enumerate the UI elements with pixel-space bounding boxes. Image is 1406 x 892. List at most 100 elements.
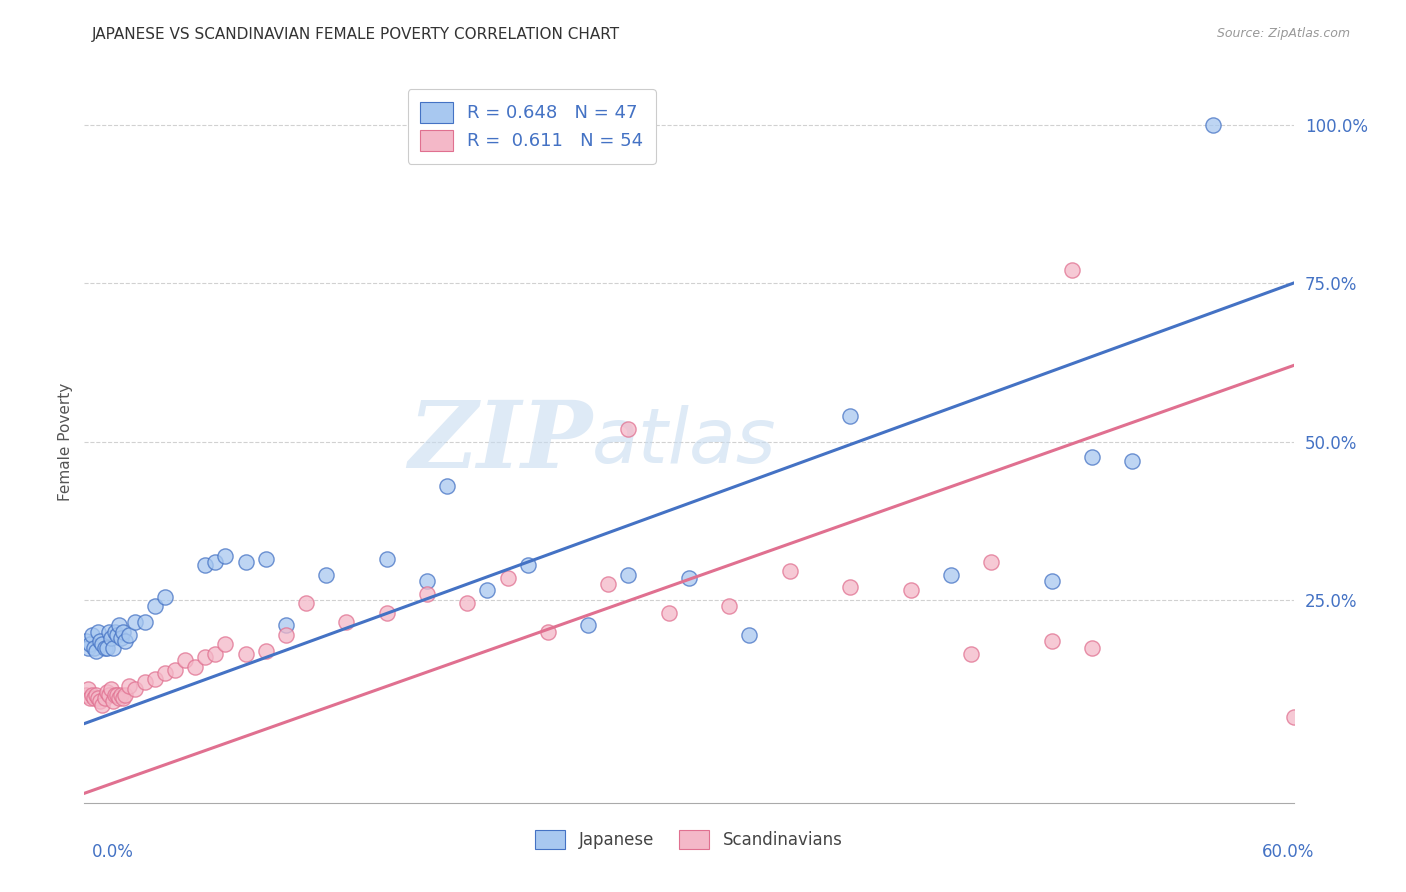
Point	[87, 624, 110, 639]
Point	[204, 647, 226, 661]
Point	[537, 624, 560, 639]
Point	[93, 640, 115, 655]
Point	[107, 618, 129, 632]
Point	[335, 615, 357, 630]
Point	[900, 583, 922, 598]
Point	[105, 688, 128, 702]
Point	[214, 637, 236, 651]
Point	[91, 698, 114, 712]
Point	[839, 409, 862, 424]
Point	[1040, 574, 1063, 588]
Point	[124, 681, 146, 696]
Point	[153, 665, 176, 680]
Point	[97, 624, 120, 639]
Point	[477, 583, 499, 598]
Point	[165, 663, 187, 677]
Text: 0.0%: 0.0%	[91, 843, 134, 861]
Point	[124, 615, 146, 630]
Point	[82, 688, 104, 702]
Point	[204, 555, 226, 569]
Point	[86, 688, 108, 702]
Point	[100, 631, 122, 645]
Point	[1202, 118, 1225, 132]
Point	[93, 691, 115, 706]
Point	[598, 577, 620, 591]
Point	[496, 571, 519, 585]
Point	[416, 587, 439, 601]
Point	[97, 688, 120, 702]
Text: 60.0%: 60.0%	[1263, 843, 1315, 861]
Point	[678, 571, 700, 585]
Point	[214, 549, 236, 563]
Point	[617, 422, 640, 436]
Point	[184, 659, 207, 673]
Point	[111, 691, 134, 706]
Point	[738, 628, 761, 642]
Point	[779, 565, 801, 579]
Point	[101, 640, 124, 655]
Point	[436, 479, 458, 493]
Point	[235, 555, 257, 569]
Point	[1081, 450, 1104, 465]
Point	[1060, 263, 1083, 277]
Text: ZIP: ZIP	[408, 397, 592, 486]
Point	[416, 574, 439, 588]
Point	[1040, 634, 1063, 648]
Point	[576, 618, 599, 632]
Text: atlas: atlas	[592, 405, 776, 478]
Point	[254, 551, 277, 566]
Point	[456, 596, 478, 610]
Point	[101, 694, 124, 708]
Point	[1081, 640, 1104, 655]
Point	[114, 634, 136, 648]
Point	[96, 685, 118, 699]
Point	[79, 691, 101, 706]
Point	[77, 640, 100, 655]
Point	[194, 558, 217, 573]
Point	[194, 650, 217, 665]
Point	[77, 681, 100, 696]
Point	[100, 681, 122, 696]
Point	[274, 618, 297, 632]
Text: Source: ZipAtlas.com: Source: ZipAtlas.com	[1216, 27, 1350, 40]
Legend: Japanese, Scandinavians: Japanese, Scandinavians	[529, 823, 849, 856]
Point	[143, 672, 166, 686]
Point	[174, 653, 197, 667]
Point	[658, 606, 681, 620]
Y-axis label: Female Poverty: Female Poverty	[58, 383, 73, 500]
Point	[274, 628, 297, 642]
Point	[375, 606, 398, 620]
Point	[83, 640, 105, 655]
Point	[1121, 453, 1143, 467]
Point	[89, 694, 111, 708]
Point	[960, 647, 983, 661]
Point	[75, 634, 97, 648]
Point	[939, 567, 962, 582]
Point	[980, 555, 1002, 569]
Point	[83, 691, 105, 706]
Point	[82, 628, 104, 642]
Point	[75, 688, 97, 702]
Point	[375, 551, 398, 566]
Point	[87, 691, 110, 706]
Point	[315, 567, 337, 582]
Point	[235, 647, 257, 661]
Point	[79, 637, 101, 651]
Point	[96, 640, 118, 655]
Point	[1282, 710, 1305, 724]
Point	[295, 596, 318, 610]
Point	[86, 643, 108, 657]
Point	[839, 580, 862, 594]
Point	[134, 615, 156, 630]
Point	[91, 637, 114, 651]
Point	[153, 590, 176, 604]
Point	[105, 628, 128, 642]
Text: JAPANESE VS SCANDINAVIAN FEMALE POVERTY CORRELATION CHART: JAPANESE VS SCANDINAVIAN FEMALE POVERTY …	[91, 27, 620, 42]
Point	[114, 688, 136, 702]
Point	[89, 634, 111, 648]
Point	[254, 643, 277, 657]
Point	[111, 624, 134, 639]
Point	[118, 628, 141, 642]
Point	[110, 631, 132, 645]
Point	[516, 558, 538, 573]
